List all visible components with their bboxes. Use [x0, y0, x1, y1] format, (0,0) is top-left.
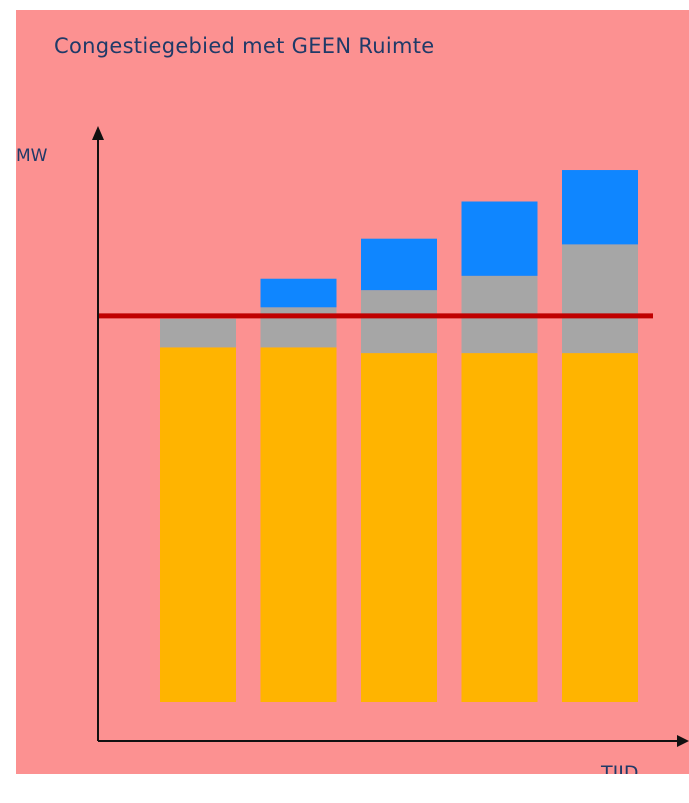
bar-segment-4-3: [461, 201, 538, 276]
bar-chart-plot: [92, 126, 689, 747]
bar-segment-5-3: [562, 170, 638, 245]
y-axis-arrow-icon: [92, 126, 104, 140]
bar-segment-1-1: [160, 347, 236, 702]
bar-segment-2-1: [260, 347, 337, 702]
bar-segment-3-2: [361, 290, 437, 354]
bar-segment-1-2: [160, 318, 236, 348]
bar-segment-5-2: [562, 244, 638, 354]
chart-title: Congestiegebied met GEEN Ruimte: [54, 34, 435, 58]
bar-segment-3-3: [361, 238, 437, 291]
chart-panel: Congestiegebied met GEEN Ruimte MW TIJD: [16, 10, 689, 774]
bar-segment-5-1: [562, 353, 638, 702]
x-axis-arrow-icon: [677, 735, 689, 747]
bar-segment-2-3: [260, 278, 337, 308]
x-axis-label: TIJD: [601, 762, 639, 774]
bar-segment-2-2: [260, 307, 337, 348]
y-axis-label: MW: [16, 146, 48, 166]
bar-segment-4-1: [461, 353, 538, 702]
bar-segment-3-1: [361, 353, 437, 702]
